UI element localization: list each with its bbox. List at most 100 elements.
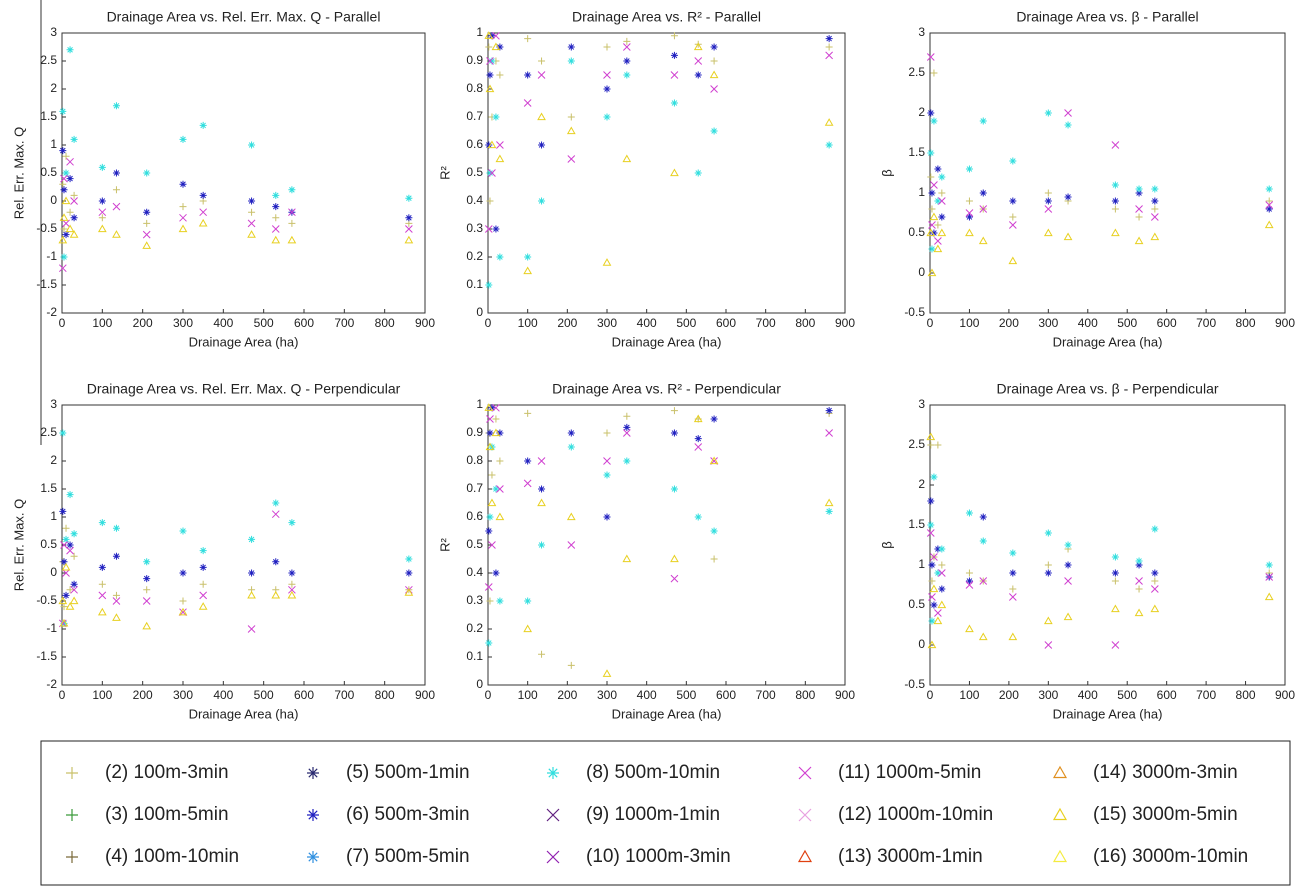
point <box>567 57 575 65</box>
point <box>66 541 74 549</box>
legend-marker <box>798 808 812 822</box>
point <box>496 485 504 493</box>
point <box>927 173 935 181</box>
point <box>1265 573 1274 581</box>
x-tick-label: 700 <box>756 688 776 702</box>
point <box>537 498 546 507</box>
point <box>710 43 718 51</box>
x-tick-label: 700 <box>334 316 354 330</box>
x-tick-label: 0 <box>927 688 934 702</box>
point <box>70 530 78 538</box>
point <box>524 457 532 465</box>
point <box>602 258 612 266</box>
y-tick-label: -0.5 <box>36 221 57 235</box>
point <box>143 575 151 583</box>
point <box>693 414 703 423</box>
point <box>926 529 935 537</box>
legend-label: (7) 500m-5min <box>346 846 470 867</box>
point <box>486 513 494 521</box>
y-tick-label: 0.3 <box>466 221 483 235</box>
point <box>928 561 936 569</box>
point <box>824 118 834 126</box>
point <box>248 569 256 577</box>
point <box>1009 197 1017 205</box>
y-tick-label: 0.1 <box>466 277 483 291</box>
y-tick-label: -1.5 <box>36 649 57 663</box>
point <box>1009 569 1017 577</box>
point <box>61 562 71 571</box>
point <box>623 71 631 79</box>
point <box>199 591 208 600</box>
y-tick-label: -1.5 <box>36 277 57 291</box>
x-tick-label: 500 <box>1117 316 1137 330</box>
point <box>178 607 188 616</box>
point <box>271 225 280 233</box>
point <box>694 513 702 521</box>
point <box>60 253 68 261</box>
point <box>112 169 120 177</box>
point <box>60 174 68 183</box>
point <box>1008 256 1018 265</box>
point <box>965 569 973 577</box>
point <box>567 541 576 549</box>
x-tick-label: 400 <box>213 688 233 702</box>
point <box>938 173 946 181</box>
y-tick-label: 0 <box>50 565 57 579</box>
x-tick-label: 600 <box>716 316 736 330</box>
point <box>488 404 496 412</box>
point <box>1150 213 1159 221</box>
point <box>1111 141 1120 149</box>
y-tick-label: -2 <box>46 305 57 319</box>
point <box>97 607 107 616</box>
x-tick-label: 700 <box>1196 316 1216 330</box>
point <box>496 597 504 605</box>
point <box>496 141 504 149</box>
point <box>928 189 936 197</box>
point <box>98 163 106 171</box>
y-tick-label: 2 <box>918 477 925 491</box>
y-tick-label: 0 <box>476 677 483 691</box>
point <box>965 209 974 217</box>
point <box>1044 561 1052 569</box>
point <box>938 545 946 553</box>
point <box>965 165 973 173</box>
point <box>1009 585 1017 593</box>
x-tick-label: 500 <box>676 316 696 330</box>
point <box>1111 569 1119 577</box>
point <box>178 224 188 233</box>
y-tick-label: 0.5 <box>908 597 925 611</box>
point <box>98 208 107 217</box>
point <box>484 403 494 411</box>
point <box>693 42 703 51</box>
point <box>694 71 702 79</box>
x-tick-label: 900 <box>1275 316 1295 330</box>
point <box>1064 541 1072 549</box>
point <box>485 141 493 149</box>
point <box>486 429 494 437</box>
point <box>496 253 504 261</box>
point <box>603 429 611 437</box>
point <box>670 574 679 583</box>
legend-marker <box>307 851 319 863</box>
point <box>567 443 575 451</box>
y-tick-label: 0.2 <box>466 249 483 263</box>
point <box>603 85 611 93</box>
x-tick-label: 900 <box>415 316 435 330</box>
point <box>938 585 946 593</box>
point <box>1044 569 1052 577</box>
point <box>929 212 939 221</box>
point <box>603 71 611 79</box>
point <box>978 632 988 641</box>
point <box>199 121 207 129</box>
point <box>933 616 943 625</box>
legend-marker <box>1052 807 1068 821</box>
point <box>1150 585 1159 593</box>
point <box>1044 109 1052 117</box>
point <box>824 498 834 507</box>
point <box>1064 193 1072 201</box>
x-tick-label: 700 <box>756 316 776 330</box>
point <box>670 168 679 177</box>
point <box>405 225 413 233</box>
point <box>60 225 68 233</box>
point <box>928 617 936 625</box>
